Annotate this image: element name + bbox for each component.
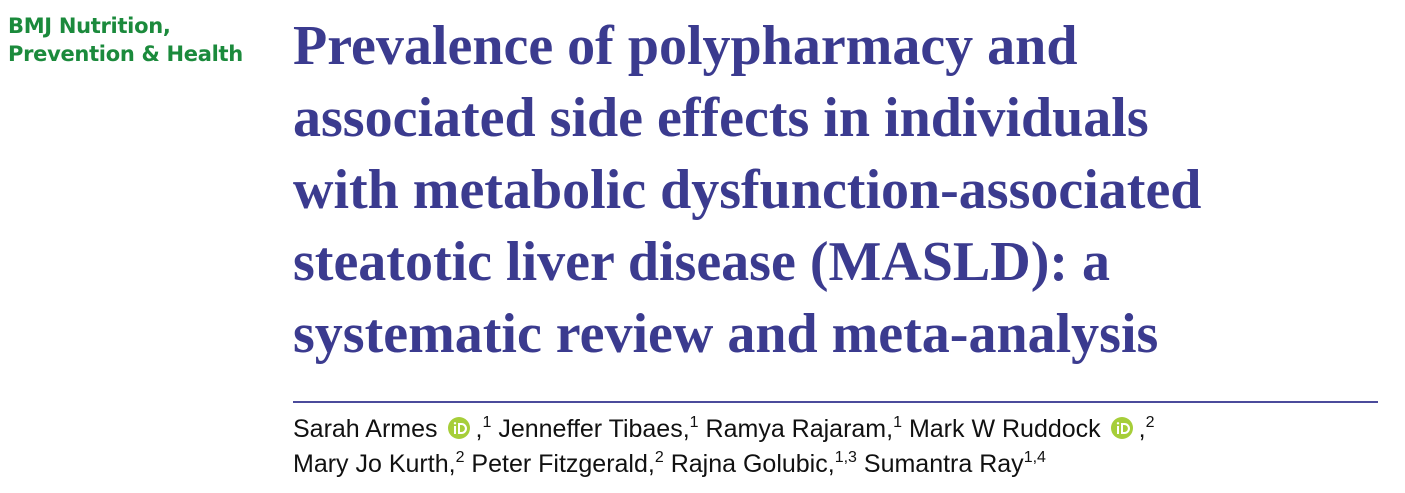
title-line: with metabolic dysfunction-associated: [293, 159, 1202, 221]
orcid-link[interactable]: [1110, 415, 1133, 448]
orcid-link[interactable]: [447, 415, 470, 448]
author-separator: ,: [1138, 415, 1146, 443]
author-name: Mary Jo Kurth: [293, 450, 449, 478]
title-line: Prevalence of polypharmacy and: [293, 15, 1078, 77]
affiliation: 2: [1145, 414, 1155, 431]
title-line: systematic review and meta-analysis: [293, 303, 1159, 365]
author-separator: ,: [647, 450, 655, 478]
author: Sumantra Ray1,4: [863, 449, 1046, 479]
author-line: Mary Jo Kurth,2 Peter Fitzgerald,2 Rajna…: [293, 448, 1155, 481]
affiliation: 1: [893, 414, 902, 431]
journal-line: Prevention & Health: [8, 42, 243, 66]
affiliation: 1,3: [834, 449, 857, 466]
author-name: Sarah Armes: [293, 415, 438, 443]
author-separator: ,: [448, 450, 456, 478]
affiliation: 2: [654, 449, 664, 466]
journal-line: BMJ Nutrition,: [8, 14, 171, 38]
author-separator: ,: [827, 450, 835, 478]
article-title: Prevalence of polypharmacy and associated…: [293, 10, 1201, 370]
orcid-icon: [1110, 417, 1133, 439]
author: Jenneffer Tibaes,1: [498, 414, 705, 444]
author-separator: ,: [682, 415, 690, 443]
affiliation: 1: [482, 414, 492, 431]
title-line: steatotic liver disease (MASLD): a: [293, 231, 1111, 293]
author-separator: ,: [475, 415, 483, 443]
author: Rajna Golubic,1,3: [670, 449, 864, 479]
divider: [293, 401, 1378, 403]
author-separator: ,: [886, 415, 894, 443]
author: Peter Fitzgerald,2: [471, 449, 670, 479]
author-name: Rajna Golubic: [670, 450, 828, 478]
title-line: associated side effects in individuals: [293, 87, 1149, 149]
journal-name: BMJ Nutrition, Prevention & Health: [8, 12, 243, 68]
author-name: Ramya Rajaram: [705, 415, 887, 443]
author: Sarah Armes ,1: [293, 414, 498, 444]
affiliation: 2: [455, 449, 465, 466]
author-name: Sumantra Ray: [863, 450, 1024, 478]
affiliation: 1: [689, 414, 699, 431]
author-name: Jenneffer Tibaes: [498, 415, 683, 443]
author: Mark W Ruddock ,2: [908, 414, 1155, 444]
affiliation: 1,4: [1023, 449, 1046, 466]
author-list: Sarah Armes ,1 Jenneffer Tibaes,1 Ramya R…: [293, 413, 1155, 481]
author-name: Mark W Ruddock: [908, 415, 1101, 443]
author: Ramya Rajaram,1: [705, 414, 909, 444]
orcid-icon: [447, 417, 470, 439]
author-name: Peter Fitzgerald: [471, 450, 648, 478]
author: Mary Jo Kurth,2: [293, 449, 471, 479]
author-line: Sarah Armes ,1 Jenneffer Tibaes,1 Ramya R…: [293, 413, 1155, 448]
